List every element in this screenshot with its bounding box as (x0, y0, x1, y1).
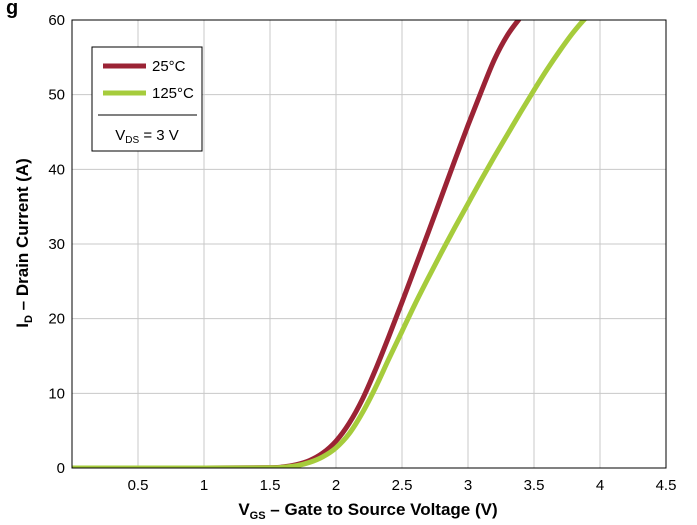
x-axis-ticks: 0.5 1 1.5 2 2.5 3 3.5 4 4.5 (128, 477, 677, 494)
y-tick-label: 30 (48, 236, 65, 253)
x-tick-label: 4.5 (656, 477, 677, 494)
plot-frame (71, 19, 667, 469)
series-line-125c (72, 20, 588, 468)
y-tick-label: 40 (48, 161, 65, 178)
x-axis-label: VGS – Gate to Source Voltage (V) (238, 500, 497, 522)
y-tick-label: 60 (48, 12, 65, 29)
x-tick-label: 2 (332, 477, 340, 494)
x-tick-label: 1 (200, 477, 208, 494)
y-tick-label: 50 (48, 87, 65, 104)
x-axis-label-rest: – Gate to Source Voltage (V) (266, 500, 498, 519)
y-tick-label: 10 (48, 385, 65, 402)
legend-note: VDS = 3 V (115, 127, 179, 146)
series-lines (72, 20, 588, 468)
legend-label-25c: 25°C (152, 58, 186, 75)
legend-note-main: V (115, 127, 125, 144)
y-axis-label-rest: – Drain Current (A) (13, 158, 32, 315)
y-axis-label: ID – Drain Current (A) (13, 158, 35, 327)
x-tick-label: 1.5 (260, 477, 281, 494)
y-tick-label: 20 (48, 311, 65, 328)
legend-note-rest: = 3 V (139, 127, 179, 144)
y-axis-label-main: I (13, 323, 32, 328)
x-tick-label: 4 (596, 477, 604, 494)
x-axis-label-sub: GS (250, 510, 266, 522)
y-axis-label-sub: D (23, 315, 35, 323)
legend-label-125c: 125°C (152, 85, 194, 102)
grid (72, 20, 666, 468)
x-tick-label: 2.5 (392, 477, 413, 494)
x-tick-label: 3.5 (524, 477, 545, 494)
x-tick-label: 0.5 (128, 477, 149, 494)
legend-note-sub: DS (125, 135, 139, 146)
x-axis-label-main: V (238, 500, 250, 519)
chart-title-fragment: g (6, 0, 18, 19)
y-axis-ticks: 0 10 20 30 40 50 60 (48, 12, 65, 477)
y-tick-label: 0 (57, 460, 65, 477)
x-tick-label: 3 (464, 477, 472, 494)
legend: 25°C 125°C VDS = 3 V (91, 46, 203, 152)
